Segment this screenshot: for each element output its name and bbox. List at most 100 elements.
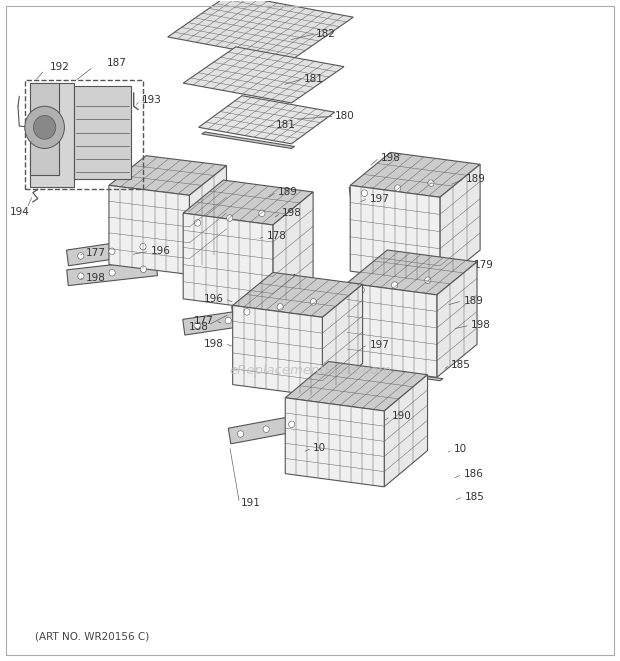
Bar (25, 80, 143, 188)
Polygon shape (109, 156, 226, 195)
Circle shape (140, 243, 146, 250)
Circle shape (428, 180, 434, 186)
Text: 187: 187 (107, 58, 127, 68)
Text: 177: 177 (194, 315, 214, 326)
Circle shape (109, 248, 115, 254)
Circle shape (259, 210, 265, 217)
Circle shape (225, 317, 231, 324)
Polygon shape (232, 272, 363, 317)
Circle shape (194, 322, 200, 329)
Text: 186: 186 (463, 469, 484, 479)
Text: 198: 198 (471, 320, 490, 330)
Circle shape (78, 273, 84, 280)
Polygon shape (350, 367, 443, 381)
Circle shape (109, 270, 115, 276)
Text: 189: 189 (463, 296, 484, 306)
Text: 195: 195 (143, 167, 164, 177)
Circle shape (310, 299, 316, 305)
Circle shape (277, 303, 283, 310)
Text: 196: 196 (151, 247, 170, 256)
Polygon shape (350, 153, 480, 197)
Polygon shape (66, 237, 157, 266)
Circle shape (358, 287, 365, 293)
Circle shape (256, 313, 262, 319)
Text: 196: 196 (203, 294, 223, 304)
Circle shape (263, 426, 269, 432)
Text: 184: 184 (278, 274, 298, 284)
Polygon shape (30, 83, 60, 175)
Text: 198: 198 (381, 153, 401, 163)
Text: 181: 181 (276, 120, 296, 130)
Polygon shape (350, 185, 440, 283)
Text: 198: 198 (86, 273, 106, 283)
Polygon shape (183, 204, 277, 233)
Circle shape (227, 215, 233, 221)
Text: 197: 197 (370, 340, 389, 350)
Circle shape (394, 185, 401, 192)
Polygon shape (285, 362, 428, 411)
Polygon shape (346, 270, 443, 300)
Text: 190: 190 (392, 411, 412, 421)
Polygon shape (273, 192, 313, 311)
Polygon shape (189, 166, 226, 274)
Text: 194: 194 (9, 207, 29, 217)
Text: 196: 196 (236, 324, 255, 334)
Polygon shape (440, 165, 480, 283)
Polygon shape (232, 305, 322, 397)
Polygon shape (347, 250, 477, 295)
Polygon shape (168, 159, 202, 180)
Polygon shape (30, 83, 74, 186)
Text: eReplacementParts.com: eReplacementParts.com (229, 364, 391, 377)
Polygon shape (384, 375, 428, 487)
Polygon shape (183, 306, 273, 335)
Circle shape (25, 106, 64, 149)
Polygon shape (347, 283, 437, 377)
Text: 197: 197 (370, 194, 389, 204)
Circle shape (78, 253, 84, 259)
Text: 180: 180 (335, 111, 355, 121)
Text: 197: 197 (192, 207, 212, 217)
Polygon shape (183, 213, 273, 311)
Text: 198: 198 (282, 208, 302, 218)
Circle shape (244, 309, 250, 315)
Text: 188: 188 (188, 322, 208, 332)
Circle shape (391, 282, 397, 288)
Text: 185: 185 (451, 360, 471, 369)
Text: (ART NO. WR20156 C): (ART NO. WR20156 C) (35, 632, 149, 642)
Circle shape (33, 116, 56, 139)
Text: 185: 185 (464, 492, 484, 502)
Polygon shape (437, 262, 477, 377)
Text: 179: 179 (474, 260, 494, 270)
Polygon shape (67, 260, 157, 286)
Text: 10: 10 (453, 444, 467, 454)
Text: 10: 10 (313, 443, 326, 453)
Text: 181: 181 (304, 73, 324, 83)
Polygon shape (183, 47, 344, 103)
Text: 184: 184 (370, 265, 390, 275)
Polygon shape (198, 96, 335, 144)
Polygon shape (228, 414, 304, 444)
Circle shape (195, 219, 201, 226)
Text: 193: 193 (142, 95, 162, 104)
Polygon shape (349, 173, 446, 203)
Circle shape (289, 421, 295, 428)
Polygon shape (322, 284, 363, 397)
Polygon shape (168, 0, 353, 60)
Polygon shape (202, 132, 294, 149)
Polygon shape (74, 87, 131, 178)
Text: 189: 189 (278, 187, 298, 197)
Polygon shape (232, 292, 329, 322)
Text: 198: 198 (203, 338, 223, 349)
Circle shape (361, 190, 368, 196)
Circle shape (425, 277, 431, 284)
Text: 178: 178 (267, 231, 286, 241)
Polygon shape (285, 398, 384, 487)
Circle shape (140, 266, 146, 272)
Text: 182: 182 (316, 28, 336, 39)
Text: 191: 191 (241, 498, 260, 508)
Text: 177: 177 (86, 249, 106, 258)
Text: 189: 189 (466, 174, 485, 184)
Circle shape (237, 431, 244, 438)
Polygon shape (183, 180, 313, 225)
Text: 192: 192 (50, 61, 69, 71)
